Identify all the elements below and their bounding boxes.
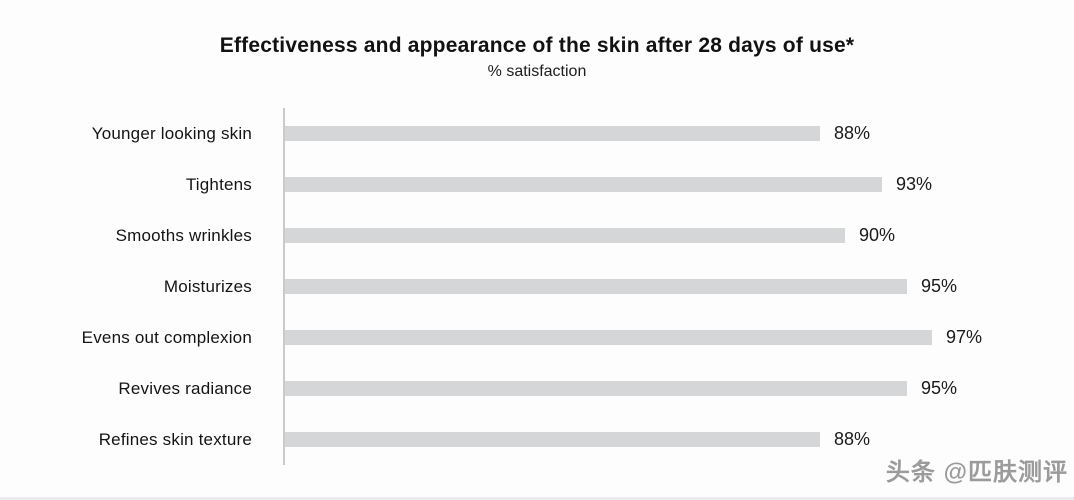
chart-row: Evens out complexion 97% <box>0 312 1074 363</box>
value-label: 93% <box>896 174 933 194</box>
category-label: Refines skin texture <box>98 429 252 449</box>
bar-chart: Younger looking skin 88% Tightens 93% Smooth… <box>0 108 1074 465</box>
category-label: Smooths wrinkles <box>115 225 252 245</box>
bar <box>285 432 820 447</box>
chart-row: Revives radiance 95% <box>0 363 1074 414</box>
plot-area: 95% <box>283 261 1074 312</box>
value-label: 95% <box>921 378 958 398</box>
chart-row: Tightens 93% <box>0 159 1074 210</box>
bar <box>285 177 882 192</box>
chart-title: Effectiveness and appearance of the skin… <box>219 34 855 57</box>
plot-area: 93% <box>283 159 1074 210</box>
bottom-edge-line <box>0 497 1074 500</box>
plot-area: 95% <box>283 363 1074 414</box>
plot-area: 97% <box>283 312 1074 363</box>
chart-row: Moisturizes 95% <box>0 261 1074 312</box>
category-label: Revives radiance <box>118 378 252 398</box>
plot-area: 88% <box>283 108 1074 159</box>
category-label: Evens out complexion <box>81 327 252 347</box>
value-label: 88% <box>834 429 871 449</box>
value-label: 97% <box>946 327 983 347</box>
category-label: Tightens <box>185 174 252 194</box>
plot-area: 88% <box>283 414 1074 465</box>
watermark: 头条 @匹肤测评 <box>885 459 1068 486</box>
bar <box>285 228 845 243</box>
chart-row: Smooths wrinkles 90% <box>0 210 1074 261</box>
bar <box>285 330 932 345</box>
bar <box>285 279 907 294</box>
chart-subtitle: % satisfaction <box>487 63 587 80</box>
category-label: Moisturizes <box>163 276 252 296</box>
plot-area: 90% <box>283 210 1074 261</box>
value-label: 90% <box>859 225 896 245</box>
chart-row: Refines skin texture 88% <box>0 414 1074 465</box>
value-label: 88% <box>834 123 871 143</box>
category-label: Younger looking skin <box>91 123 252 143</box>
bar <box>285 381 907 396</box>
chart-row: Younger looking skin 88% <box>0 108 1074 159</box>
bar <box>285 126 820 141</box>
chart-header: Effectiveness and appearance of the skin… <box>0 34 1074 81</box>
value-label: 95% <box>921 276 958 296</box>
